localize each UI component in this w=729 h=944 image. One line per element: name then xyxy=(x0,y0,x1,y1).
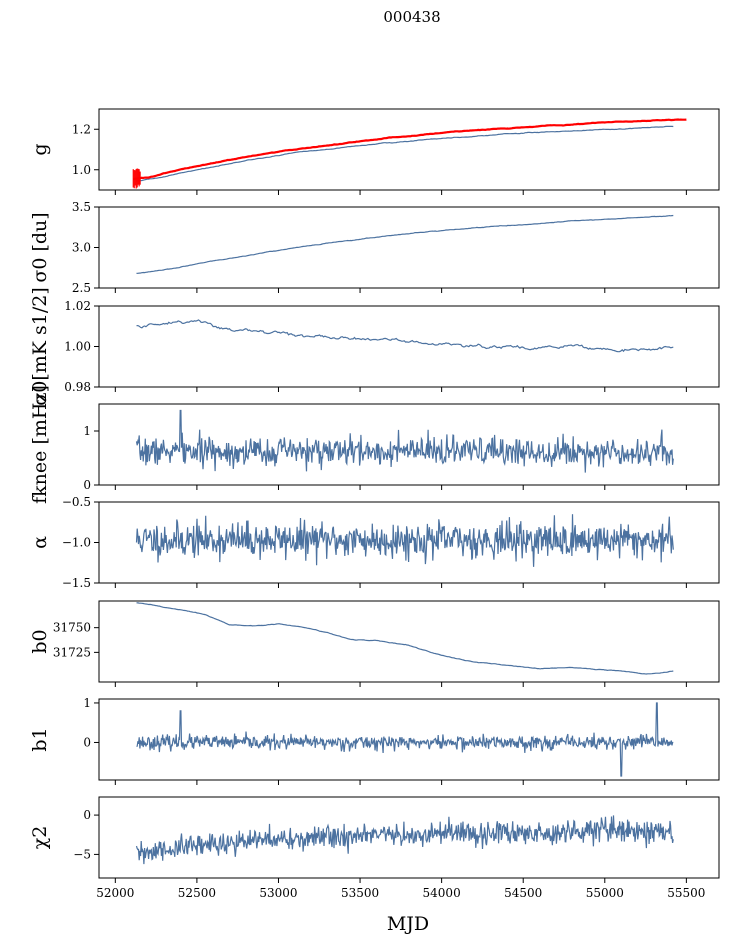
y-tick-label: 1.02 xyxy=(64,299,91,313)
y-tick-label: 3.0 xyxy=(72,241,91,255)
panel-1: 2.5 3.0 3.5 σ0 [du] xyxy=(29,200,720,295)
series-line-2 xyxy=(136,319,674,353)
panel-0: 1.0 1.2 g xyxy=(29,108,720,195)
y-axis-label-5: b0 xyxy=(29,629,51,653)
x-tick-label: 52500 xyxy=(178,886,216,900)
panel-7: −5 0 52000 52500 53000 53500 54000 54500 55000 55… xyxy=(29,796,720,900)
y-axis-label-4: α xyxy=(29,536,51,549)
panels-group: 1.0 1.2 g 2.5 3.0 3.5 σ0 [du] 0.98 1.00 1.02 σ0[mK… xyxy=(29,108,720,900)
x-tick-label: 53000 xyxy=(259,886,297,900)
series-line-6 xyxy=(136,702,674,777)
panel-4: −1.5 −1.0 −0.5 α xyxy=(29,495,720,590)
panel-6: 0 1 b1 xyxy=(29,696,720,785)
series-line-1 xyxy=(136,214,674,274)
y-axis-label-7: χ2 xyxy=(29,826,51,850)
y-tick-label: 1 xyxy=(83,424,91,438)
axes-frame-7 xyxy=(98,796,720,879)
axes-frame-5 xyxy=(98,600,720,683)
y-tick-label: 31750 xyxy=(53,621,91,635)
x-axis-label: MJD xyxy=(387,913,429,935)
series-line-7 xyxy=(135,815,674,865)
y-axis-label-1: σ0 [du] xyxy=(29,212,51,282)
axes-frame-0 xyxy=(98,108,720,191)
y-tick-label: 2.5 xyxy=(72,281,91,295)
series-line-0 xyxy=(136,125,674,182)
axes-frame-1 xyxy=(98,206,720,289)
y-tick-label: 0 xyxy=(83,478,91,492)
y-axis-label-2: σ0[mK s1/2] xyxy=(29,287,51,405)
y-tick-label: 1.0 xyxy=(72,163,91,177)
figure-title: 000438 xyxy=(383,8,440,26)
y-tick-label: −1.0 xyxy=(62,536,91,550)
x-tick-label: 54000 xyxy=(423,886,461,900)
x-tick-label: 53500 xyxy=(341,886,379,900)
y-tick-label: 3.5 xyxy=(72,200,91,214)
x-tick-label: 55000 xyxy=(586,886,624,900)
series-line-5 xyxy=(136,602,674,675)
y-tick-label: 0 xyxy=(83,735,91,749)
y-tick-label: 0 xyxy=(83,808,91,822)
y-axis-label-6: b1 xyxy=(29,727,51,751)
y-tick-label: −1.5 xyxy=(62,576,91,590)
y-tick-label: 1 xyxy=(83,696,91,710)
y-axis-label-0: g xyxy=(29,143,51,155)
y-tick-label: 1.00 xyxy=(64,340,91,354)
y-tick-label: −0.5 xyxy=(62,495,91,509)
y-tick-label: 31725 xyxy=(53,645,91,659)
y-axis-label-3: fknee [mHz] xyxy=(29,385,51,504)
panel-3: 0 1 fknee [mHz] xyxy=(29,385,720,504)
y-tick-label: −5 xyxy=(73,847,91,861)
y-tick-label: 1.2 xyxy=(72,122,91,136)
x-tick-label: 55500 xyxy=(667,886,705,900)
x-tick-label: 54500 xyxy=(504,886,542,900)
x-tick-label: 52000 xyxy=(96,886,134,900)
series-line-4 xyxy=(135,514,674,567)
axes-frame-6 xyxy=(98,698,720,781)
series-line-3 xyxy=(135,409,674,473)
axes-frame-3 xyxy=(98,403,720,486)
axes-frame-2 xyxy=(98,305,720,388)
panel-2: 0.98 1.00 1.02 σ0[mK s1/2] xyxy=(29,287,720,406)
model-line-0 xyxy=(133,118,687,181)
y-tick-label: 0.98 xyxy=(64,380,91,394)
